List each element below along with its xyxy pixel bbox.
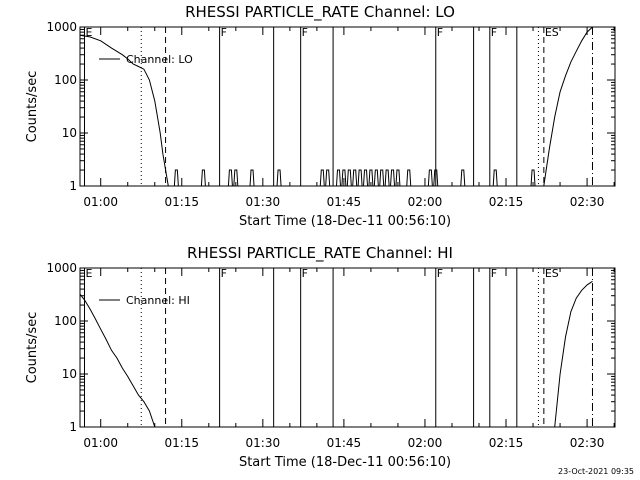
count-spike: [384, 169, 390, 187]
panel-lo: RHESSI PARTICLE_RATE Channel: LO 1 10 100 10…: [25, 3, 616, 229]
y-tick-label: 100: [54, 314, 77, 328]
count-spike: [357, 169, 363, 187]
count-spike: [346, 169, 352, 187]
marker-label: F: [302, 267, 308, 280]
count-spike: [249, 169, 255, 187]
panel-hi: RHESSI PARTICLE_RATE Channel: HI 1 10 100 10…: [25, 244, 616, 470]
series-line: [79, 34, 169, 187]
count-spike: [173, 169, 179, 187]
count-spike: [460, 169, 466, 187]
x-tick-label: 01:45: [327, 195, 362, 209]
y-axis-label: Counts/sec: [25, 71, 40, 143]
x-tick-label: 02:00: [408, 195, 443, 209]
x-tick-label: 01:15: [164, 195, 199, 209]
count-spike: [341, 169, 347, 187]
count-spike: [233, 169, 239, 187]
x-tick-label: 01:30: [246, 436, 281, 450]
count-spike: [492, 169, 498, 187]
y-axis-label: Counts/sec: [25, 312, 40, 384]
count-spike: [368, 169, 374, 187]
marker-label: F: [491, 26, 497, 39]
marker-label: F: [302, 26, 308, 39]
count-spike: [530, 169, 536, 187]
legend-label: Channel: LO: [126, 53, 193, 66]
y-tick-label: 100: [54, 73, 77, 87]
count-spike: [395, 169, 401, 187]
count-spike: [427, 169, 433, 187]
count-spike: [390, 169, 396, 187]
count-spike: [406, 169, 412, 187]
y-tick-label: 1: [69, 179, 77, 193]
y-tick-label: 10: [62, 126, 77, 140]
x-axis-label: Start Time (18-Dec-11 00:56:10): [239, 455, 451, 470]
plot-frame: [79, 26, 616, 187]
x-tick-label: 01:30: [246, 195, 281, 209]
y-tick-label: 1000: [46, 20, 77, 34]
series-line: [554, 280, 593, 428]
timestamp-stamp: 23-Oct-2021 09:35: [558, 467, 634, 476]
count-spike: [363, 169, 369, 187]
count-spike: [433, 169, 439, 187]
legend-label: Channel: HI: [126, 294, 190, 307]
y-tick-label: 1000: [46, 261, 77, 275]
x-tick-label: 01:00: [83, 436, 118, 450]
x-tick-label: 01:15: [164, 436, 199, 450]
chart-title: RHESSI PARTICLE_RATE Channel: HI: [187, 244, 453, 263]
marker-label: F: [491, 267, 497, 280]
series-line: [79, 293, 156, 428]
x-tick-label: 01:00: [83, 195, 118, 209]
marker-label: E: [86, 267, 93, 280]
marker-label: ES: [545, 267, 559, 280]
x-tick-label: 02:30: [570, 436, 605, 450]
series-line: [543, 26, 593, 187]
count-spike: [200, 169, 206, 187]
plot-frame: [79, 267, 616, 428]
x-tick-label: 02:15: [489, 436, 524, 450]
count-spike: [325, 169, 331, 187]
y-tick-label: 1: [69, 420, 77, 434]
count-spike: [373, 169, 379, 187]
marker-label: E: [86, 26, 93, 39]
x-tick-label: 02:00: [408, 436, 443, 450]
marker-label: F: [221, 26, 227, 39]
x-axis-label: Start Time (18-Dec-11 00:56:10): [239, 214, 451, 229]
y-tick-label: 10: [62, 367, 77, 381]
marker-label: F: [437, 26, 443, 39]
marker-label: F: [437, 267, 443, 280]
x-tick-label: 02:30: [570, 195, 605, 209]
count-spike: [227, 169, 233, 187]
marker-label: ES: [545, 26, 559, 39]
count-spike: [352, 169, 358, 187]
count-spike: [319, 169, 325, 187]
count-spike: [276, 169, 282, 187]
count-spike: [335, 169, 341, 187]
x-tick-label: 01:45: [327, 436, 362, 450]
x-tick-label: 02:15: [489, 195, 524, 209]
count-spike: [379, 169, 385, 187]
chart-title: RHESSI PARTICLE_RATE Channel: LO: [185, 3, 455, 22]
marker-label: F: [221, 267, 227, 280]
